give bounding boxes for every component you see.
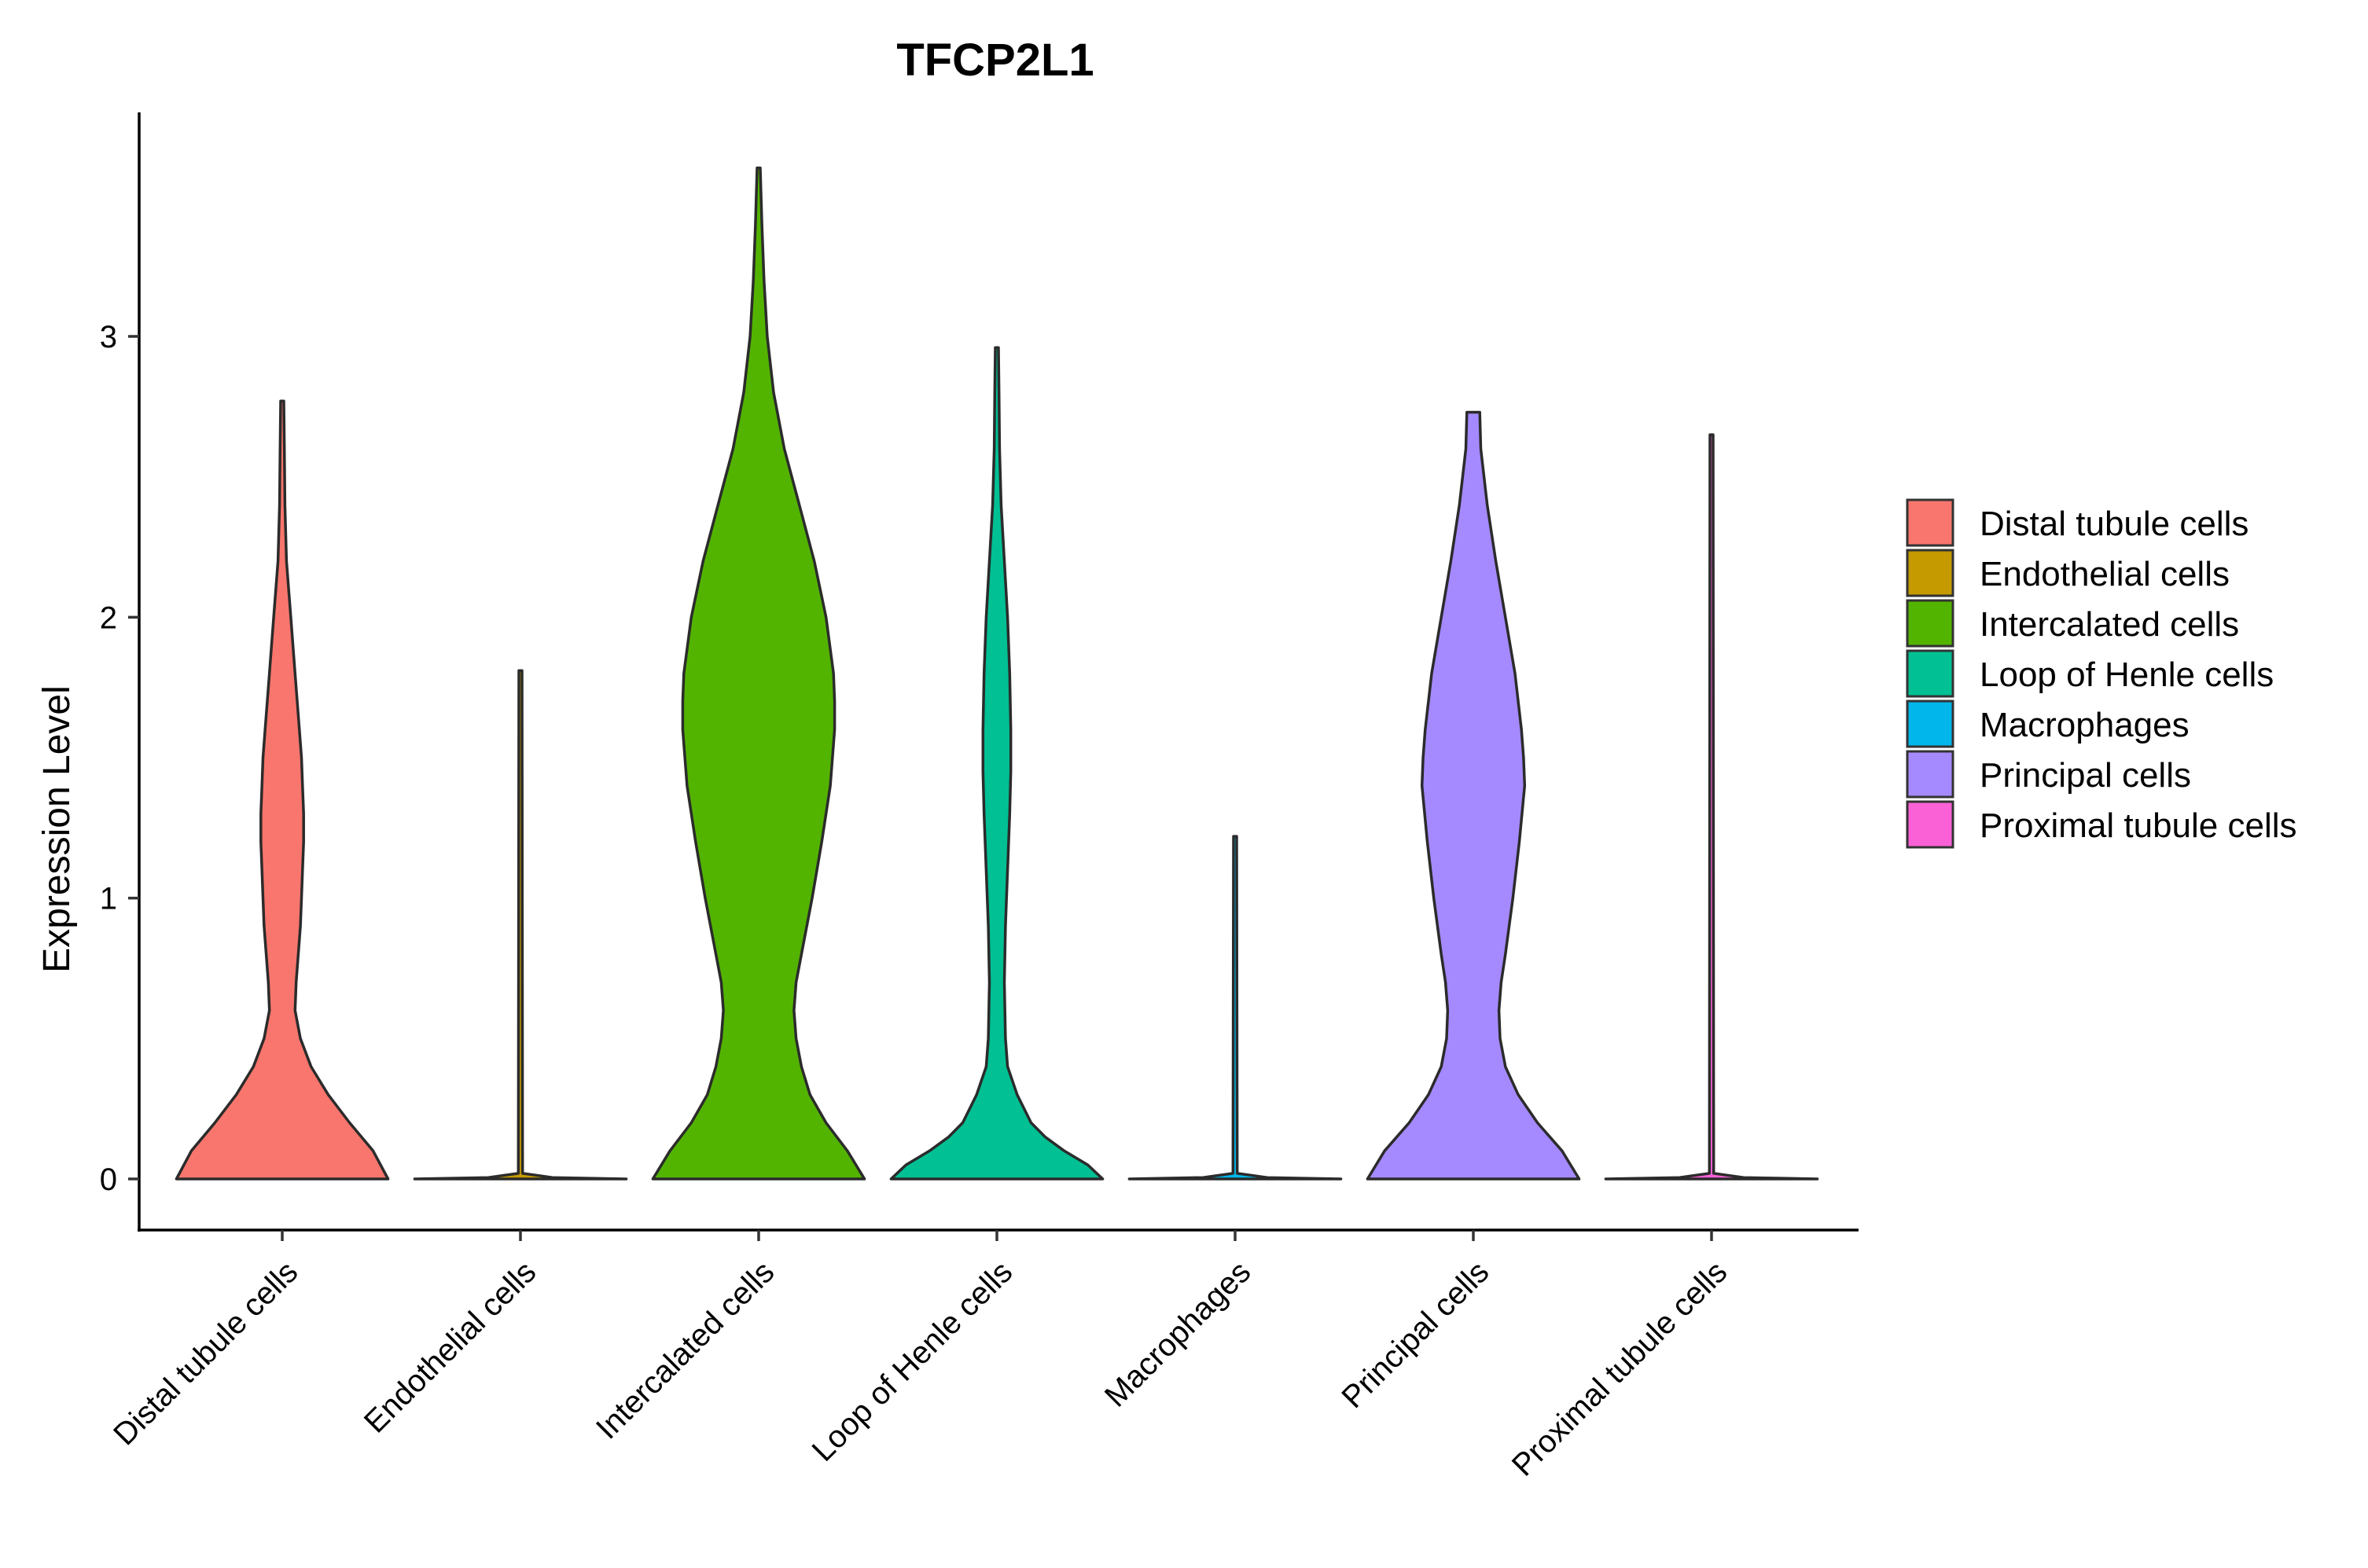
- legend-label-principal-cells: Principal cells: [1980, 756, 2191, 795]
- violin-macrophages: [1127, 835, 1343, 1181]
- violin-group: [175, 166, 1819, 1181]
- x-tick-label-proximal-tubule-cells: Proximal tubule cells: [1506, 1254, 1734, 1482]
- legend-swatch-intercalated-cells: [1906, 599, 1954, 648]
- x-tick-label-principal-cells: Principal cells: [1335, 1254, 1495, 1415]
- y-axis-label: Expression Level: [36, 685, 78, 973]
- x-tick-label-macrophages: Macrophages: [1098, 1254, 1257, 1413]
- x-tick-label-endothelial-cells: Endothelial cells: [358, 1254, 543, 1440]
- violin-proximal-tubule-cells: [1604, 433, 1819, 1181]
- y-ticks: 0 1 2 3: [100, 320, 139, 1197]
- x-tick-label-distal-tubule-cells: Distal tubule cells: [107, 1254, 304, 1452]
- violin-endothelial-cells: [413, 669, 628, 1181]
- legend-label-endothelial-cells: Endothelial cells: [1980, 555, 2230, 593]
- legend-swatch-proximal-tubule-cells: [1906, 800, 1954, 849]
- x-tick-label-intercalated-cells: Intercalated cells: [590, 1254, 781, 1445]
- x-tick-label-loop-of-henle-cells: Loop of Henle cells: [806, 1254, 1020, 1468]
- y-tick-label: 0: [100, 1162, 117, 1197]
- violin-principal-cells: [1366, 410, 1581, 1181]
- chart-title: TFCP2L1: [896, 35, 1094, 86]
- legend-label-macrophages: Macrophages: [1980, 706, 2190, 744]
- y-tick-label: 1: [100, 882, 117, 916]
- x-ticks: Distal tubule cells Endothelial cells Inte…: [107, 1230, 1734, 1483]
- y-tick-label: 3: [100, 320, 117, 354]
- legend-label-distal-tubule-cells: Distal tubule cells: [1980, 505, 2248, 543]
- legend-swatch-endothelial-cells: [1906, 549, 1954, 597]
- legend-swatch-loop-of-henle-cells: [1906, 649, 1954, 698]
- violin-loop-of-henle-cells: [889, 346, 1105, 1181]
- legend-label-loop-of-henle-cells: Loop of Henle cells: [1980, 655, 2274, 694]
- legend-label-intercalated-cells: Intercalated cells: [1980, 605, 2239, 644]
- legend: Distal tubule cells Endothelial cells Inte…: [1906, 498, 2297, 849]
- violin-intercalated-cells: [651, 166, 866, 1181]
- legend-swatch-macrophages: [1906, 700, 1954, 748]
- violin-distal-tubule-cells: [175, 399, 390, 1181]
- legend-swatch-principal-cells: [1906, 750, 1954, 799]
- y-tick-label: 2: [100, 600, 117, 635]
- legend-swatch-distal-tubule-cells: [1906, 498, 1954, 547]
- legend-label-proximal-tubule-cells: Proximal tubule cells: [1980, 806, 2297, 845]
